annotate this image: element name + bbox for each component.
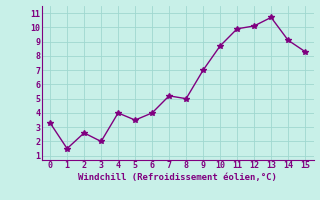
X-axis label: Windchill (Refroidissement éolien,°C): Windchill (Refroidissement éolien,°C) (78, 173, 277, 182)
